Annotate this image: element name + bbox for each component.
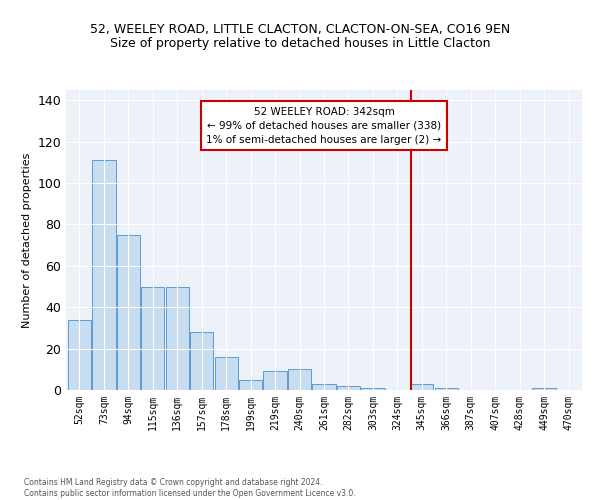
Bar [288,370,311,390]
Bar [117,235,140,390]
Text: 52, WEELEY ROAD, LITTLE CLACTON, CLACTON-ON-SEA, CO16 9EN: 52, WEELEY ROAD, LITTLE CLACTON, CLACTON… [90,22,510,36]
Bar [92,160,116,390]
Bar [166,286,189,390]
Text: Size of property relative to detached houses in Little Clacton: Size of property relative to detached ho… [110,38,490,51]
Bar [239,380,262,390]
Bar [215,357,238,390]
Bar [434,388,458,390]
Bar [313,384,335,390]
Bar [410,384,433,390]
Bar [361,388,385,390]
Y-axis label: Number of detached properties: Number of detached properties [22,152,32,328]
Bar [190,332,214,390]
Text: 52 WEELEY ROAD: 342sqm
← 99% of detached houses are smaller (338)
1% of semi-det: 52 WEELEY ROAD: 342sqm ← 99% of detached… [206,106,442,144]
Bar [141,286,164,390]
Bar [263,372,287,390]
Bar [337,386,360,390]
Bar [532,388,556,390]
Text: Contains HM Land Registry data © Crown copyright and database right 2024.
Contai: Contains HM Land Registry data © Crown c… [24,478,356,498]
Bar [68,320,91,390]
